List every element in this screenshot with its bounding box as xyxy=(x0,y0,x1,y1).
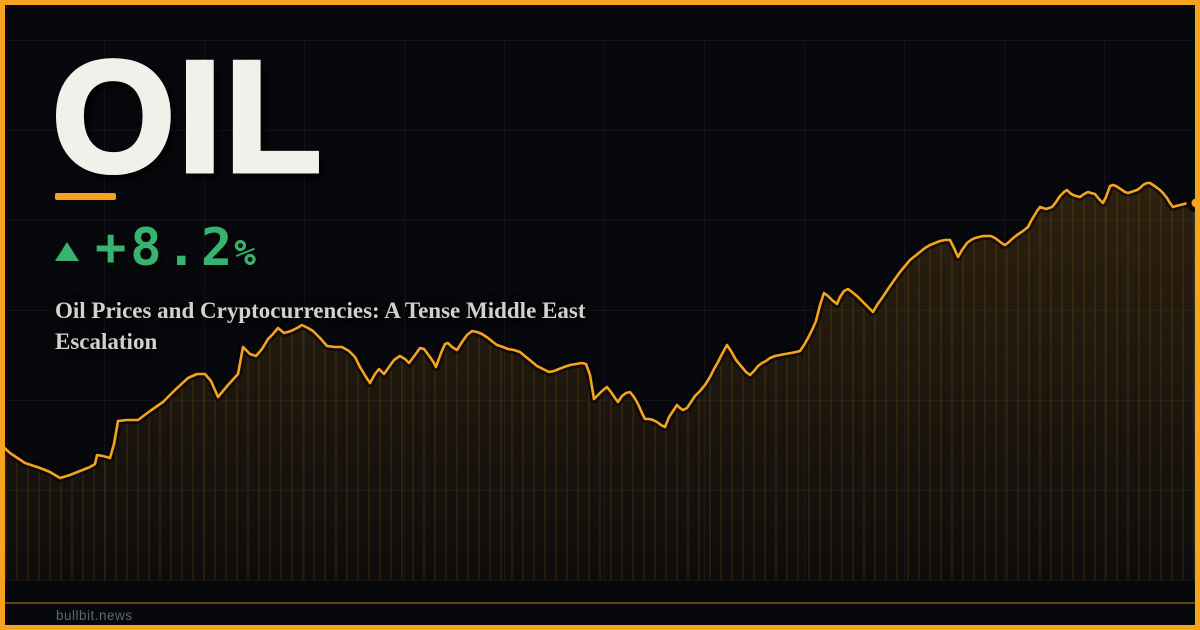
source-label: bullbit.news xyxy=(56,608,133,623)
ticker-title: OIL xyxy=(49,29,325,205)
headline-line-1: Oil Prices and Cryptocurrencies: A Tense… xyxy=(55,298,586,323)
accent-underline xyxy=(55,193,116,200)
article-headline: Oil Prices and Cryptocurrencies: A Tense… xyxy=(55,295,585,357)
change-value: +8.2 xyxy=(95,218,237,278)
chart-stripe-texture xyxy=(5,185,1195,580)
chart-line xyxy=(0,181,1198,480)
headline-line-2: Escalation xyxy=(55,329,158,354)
footer-divider xyxy=(0,602,1200,604)
up-arrow-icon xyxy=(55,241,79,261)
price-change-indicator: +8.2 % xyxy=(55,222,256,274)
change-percent-sign: % xyxy=(234,233,256,274)
